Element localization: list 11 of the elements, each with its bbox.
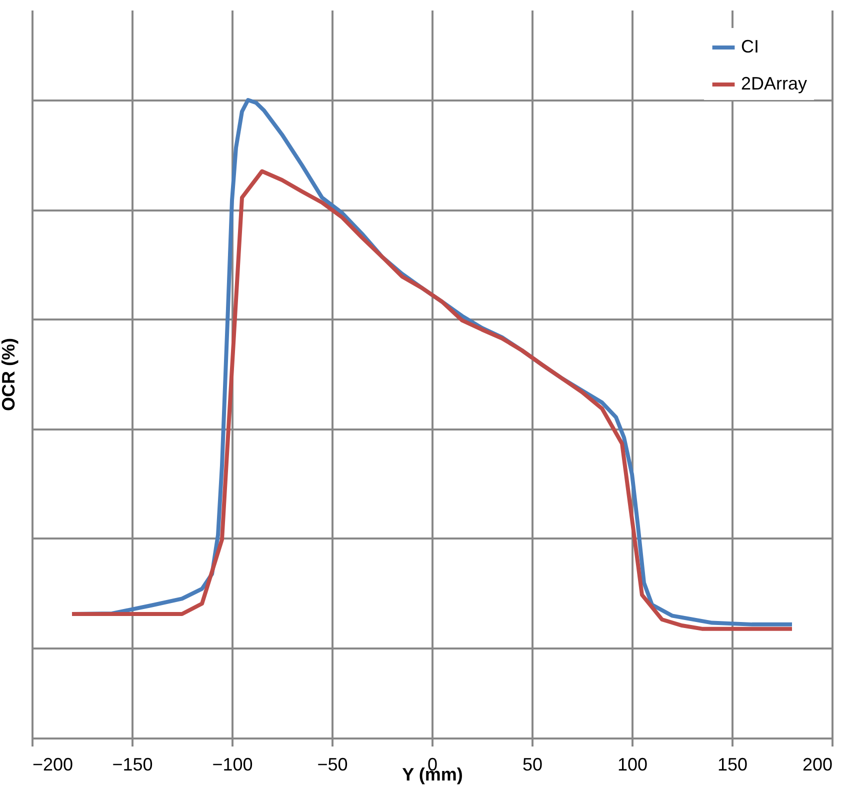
- x-tick-label: −100: [212, 754, 253, 774]
- y-axis-title: OCR (%): [0, 338, 18, 411]
- x-tick-label: 100: [617, 754, 648, 774]
- x-tick-label: −150: [112, 754, 153, 774]
- x-tick-label: 50: [522, 754, 543, 774]
- legend-label: 2DArray: [741, 74, 808, 94]
- x-tick-label: −50: [317, 754, 348, 774]
- x-tick-label: −200: [32, 754, 74, 774]
- x-tick-label: 200: [802, 754, 832, 774]
- x-tick-label: 150: [717, 754, 748, 774]
- legend-label: CI: [741, 36, 759, 56]
